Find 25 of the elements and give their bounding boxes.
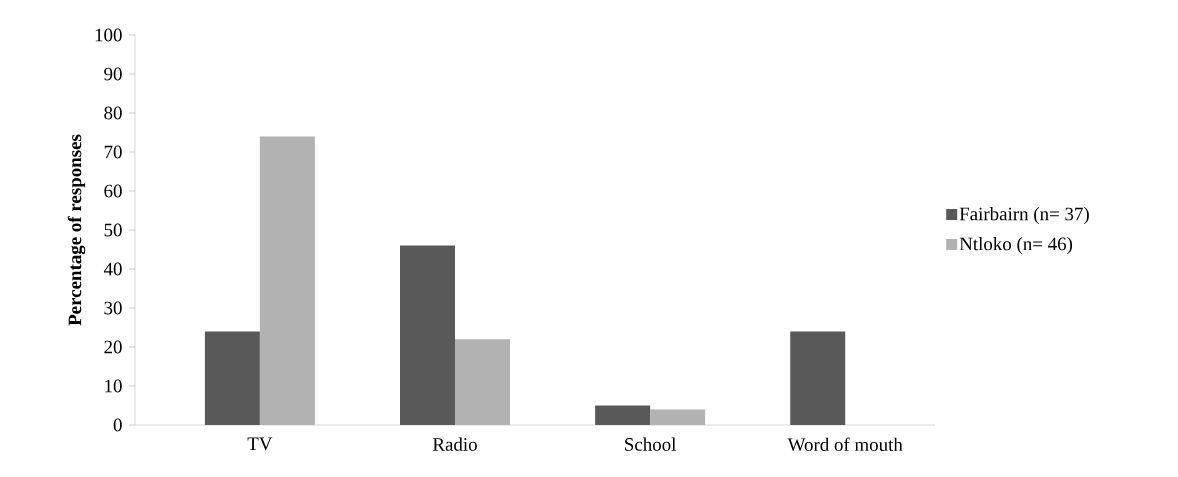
y-axis-title: Percentage of responses bbox=[67, 134, 86, 326]
y-tick-label: 60 bbox=[104, 184, 122, 198]
y-tick-label: 20 bbox=[104, 340, 122, 354]
y-tick-label: 50 bbox=[104, 223, 122, 237]
y-tick-label: 70 bbox=[104, 145, 122, 159]
bar bbox=[595, 405, 651, 425]
y-tick-label: 100 bbox=[95, 28, 122, 42]
x-tick-label: TV bbox=[247, 437, 273, 451]
y-tick-label: 90 bbox=[104, 67, 122, 81]
y-tick-label: 10 bbox=[105, 379, 122, 393]
bar bbox=[204, 331, 260, 425]
y-tick-label: 80 bbox=[104, 106, 122, 120]
x-tick-label: Word of mouth bbox=[787, 437, 903, 452]
y-tick-label: 0 bbox=[113, 418, 122, 432]
bar bbox=[790, 331, 846, 425]
legend-label: Ntloko (n= 46) bbox=[959, 237, 1073, 255]
bar bbox=[455, 339, 510, 425]
y-tick-label: 30 bbox=[104, 301, 122, 315]
y-tick-label: 40 bbox=[103, 262, 122, 276]
bar bbox=[259, 136, 315, 425]
legend-label: Fairbairn (n= 37) bbox=[959, 207, 1089, 225]
bar bbox=[650, 409, 706, 425]
x-tick-label: Radio bbox=[432, 437, 477, 451]
x-tick-label: School bbox=[625, 437, 677, 451]
bar bbox=[400, 245, 455, 425]
